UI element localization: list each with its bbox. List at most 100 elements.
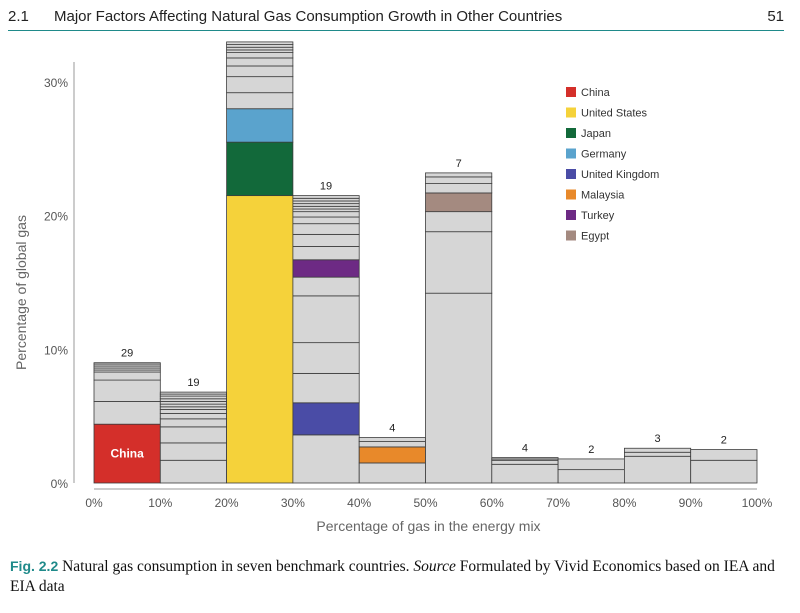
legend-swatch (566, 230, 576, 241)
y-tick-label: 30% (44, 76, 68, 90)
bar-segment (358, 462, 426, 484)
bar-segment (159, 413, 228, 420)
bar-segment (226, 46, 294, 51)
bar-segment (159, 391, 228, 395)
figure-label: Fig. 2.2 (10, 558, 59, 574)
bar-segment (624, 451, 692, 457)
bar-segment-malaysia (358, 446, 426, 464)
bar-segment (226, 41, 294, 45)
marimekko-chart: 0% 10% 20% 30% 0% 10% 20% 30% 40% 50% 60% 70% 80% 90%… (13, 41, 773, 534)
legend-entry: Germany (581, 149, 627, 161)
bar-segment (292, 246, 360, 261)
bar-segment-germany (226, 108, 294, 143)
bar-segment (159, 401, 228, 405)
column-count-label: 3 (654, 433, 660, 445)
bar-segment (159, 398, 228, 402)
legend-swatch (566, 169, 576, 179)
bar-segment (292, 211, 360, 218)
bar-segment (93, 371, 161, 381)
bar-segment (159, 409, 228, 414)
bar-segment (226, 44, 294, 48)
bar-segment (624, 447, 692, 453)
x-tick-label: 0% (85, 496, 103, 510)
bar-segment (93, 401, 161, 425)
x-tick-label: 50% (413, 496, 437, 510)
caption-source-text: Formulated by Vivid Economics based on I… (10, 558, 775, 595)
bar-segment-turkey (292, 259, 360, 278)
bar-segment (159, 403, 228, 408)
bar-segment (491, 459, 559, 465)
bar-segment (226, 49, 294, 53)
column-count-label: 2 (588, 444, 594, 456)
legend-swatch (566, 210, 576, 220)
bar-segment (292, 197, 360, 202)
y-tick-label: 0% (51, 477, 69, 491)
legend-entry: Turkey (581, 210, 615, 222)
x-tick-label: 70% (546, 496, 570, 510)
legend-swatch (566, 128, 576, 138)
bar-segment-united-states (226, 195, 294, 484)
bar-segment (425, 292, 493, 484)
x-tick-label: 20% (215, 496, 239, 510)
bar-segment (226, 52, 294, 59)
x-tick-label: 30% (281, 496, 305, 510)
bar-segment (292, 342, 360, 374)
bar-segment (358, 437, 426, 442)
bar-segment (226, 76, 294, 94)
x-tick-label: 60% (480, 496, 504, 510)
bar-segment (491, 457, 559, 460)
bar-segment (159, 426, 228, 444)
header-rule (8, 30, 784, 31)
bar-segment (292, 205, 360, 210)
column-count-label: 19 (187, 377, 199, 389)
caption-text: Natural gas consumption in seven benchma… (62, 558, 410, 575)
bar-segment (292, 195, 360, 199)
figure-caption: Fig. 2.2 Natural gas consumption in seve… (10, 556, 786, 597)
bar-segment-china (93, 423, 161, 484)
bar-segment (226, 65, 294, 78)
bar-segment (292, 276, 360, 297)
bar-segment (226, 92, 294, 110)
bar-segment (292, 203, 360, 207)
bar-segment (93, 362, 161, 365)
bar-segment (425, 231, 493, 294)
bar-segment-united-kingdom (292, 402, 360, 436)
bar-segment (358, 441, 426, 448)
bar-segment (93, 379, 161, 402)
page-header: 2.1 Major Factors Affecting Natural Gas … (8, 6, 784, 30)
bar-segment (491, 463, 559, 484)
bar-segment (292, 295, 360, 344)
legend-entry: China (581, 87, 611, 99)
bar-segment-japan (226, 141, 294, 197)
bar-segment (557, 469, 625, 484)
x-tick-label: 10% (148, 496, 172, 510)
bar-segment (226, 57, 294, 67)
bar-segment (159, 442, 228, 461)
legend-swatch (566, 107, 576, 118)
bar-segment (292, 233, 360, 247)
legend-entry: Egypt (581, 231, 609, 243)
bar-segment (292, 223, 360, 235)
legend-swatch (566, 148, 576, 159)
column-count-label: 7 (456, 158, 462, 170)
column-count-label: 4 (389, 423, 395, 435)
y-tick-label: 10% (44, 343, 68, 357)
bar-segment-egypt (425, 192, 493, 213)
legend-entry: United States (581, 108, 648, 120)
segment-label: China (110, 447, 144, 461)
column-count-label: 29 (121, 348, 133, 360)
bar-segment (690, 459, 758, 484)
bar-segment (425, 211, 493, 233)
bar-segment (159, 418, 228, 428)
legend-swatch (566, 189, 576, 200)
bar-segment (557, 458, 625, 471)
bar-segment (425, 172, 493, 178)
running-title: Major Factors Affecting Natural Gas Cons… (54, 8, 563, 25)
bar-segment (292, 208, 360, 213)
bar-segment (425, 183, 493, 194)
bar-segment (159, 406, 228, 410)
bar-segment (690, 449, 758, 461)
legend-entry: Malaysia (581, 190, 625, 202)
legend-swatch (566, 87, 576, 97)
legend-entry: Japan (581, 128, 611, 140)
